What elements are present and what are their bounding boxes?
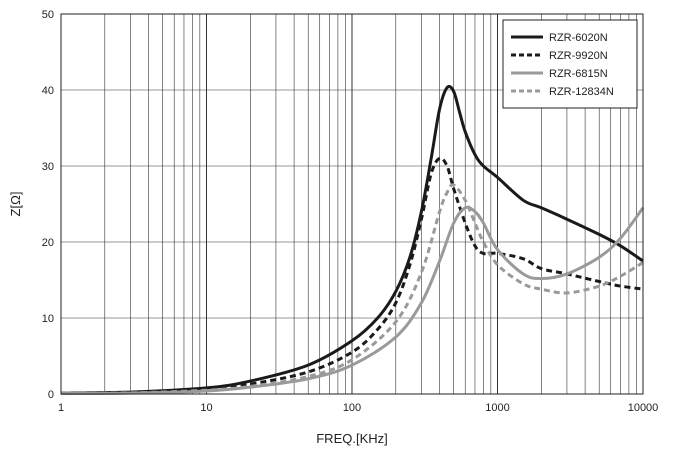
legend-box xyxy=(502,19,638,109)
series-line-1 xyxy=(60,84,644,395)
legend-label: RZR-6815N xyxy=(549,68,608,80)
series-line-4 xyxy=(60,183,644,396)
x-axis-title: FREQ.[KHz] xyxy=(316,431,388,446)
legend: RZR-6020N RZR-9920N RZR-6815N RZR-12834N xyxy=(502,19,638,109)
plot-frame xyxy=(60,13,644,395)
x-tick-label: 1 xyxy=(58,402,64,414)
x-tick-label: 10000 xyxy=(628,402,659,414)
x-tick-label: 1000 xyxy=(485,402,509,414)
y-axis-title: Z[Ω] xyxy=(8,192,23,217)
y-tick-label: 10 xyxy=(42,313,54,325)
legend-label: RZR-9920N xyxy=(549,50,608,62)
series-line-2 xyxy=(60,156,644,395)
x-tick-label: 10 xyxy=(200,402,212,414)
series-lines xyxy=(60,84,645,396)
y-tick-label: 0 xyxy=(48,389,54,401)
series-line-3 xyxy=(60,205,645,396)
y-tick-label: 20 xyxy=(42,237,54,249)
legend-label: RZR-6020N xyxy=(549,32,608,44)
y-tick-label: 50 xyxy=(42,9,54,21)
y-tick-label: 40 xyxy=(42,85,54,97)
tick-labels: 1 10 100 1000 10000 0 10 20 30 40 50 xyxy=(42,9,659,414)
x-tick-label: 100 xyxy=(343,402,361,414)
y-tick-label: 30 xyxy=(42,161,54,173)
legend-label: RZR-12834N xyxy=(549,86,614,98)
